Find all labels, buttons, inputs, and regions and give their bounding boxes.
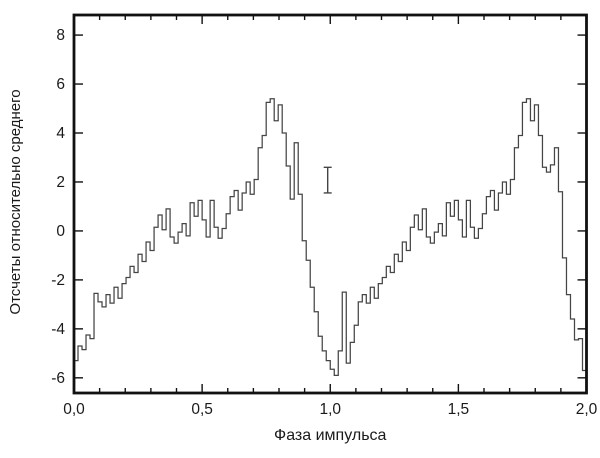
error-bar [323,166,332,194]
y-axis-tick-label: -6 [51,370,65,387]
y-axis-tick-label: 4 [56,125,65,142]
x-axis-tick-label: 1,5 [448,401,470,418]
y-axis-tick-label: 2 [56,174,65,191]
y-axis-title: Отсчеты относительно среднего [7,89,24,314]
y-axis-tick-label: -4 [51,321,65,338]
y-axis-tick-label: -2 [51,272,65,289]
x-axis-tick-label: 0,0 [63,401,85,418]
x-axis-tick-label: 1,0 [319,401,341,418]
y-axis-tick-label: 8 [56,27,65,44]
plot-frame [72,13,588,395]
pulse-profile-curve [74,98,587,376]
y-axis-tick-label: 6 [56,76,65,93]
x-axis-tick-label: 0,5 [191,401,213,418]
x-axis-title: Фаза импульса [274,427,386,444]
x-axis-tick-label: 2,0 [576,401,598,418]
y-axis-tick-label: 0 [56,223,65,240]
